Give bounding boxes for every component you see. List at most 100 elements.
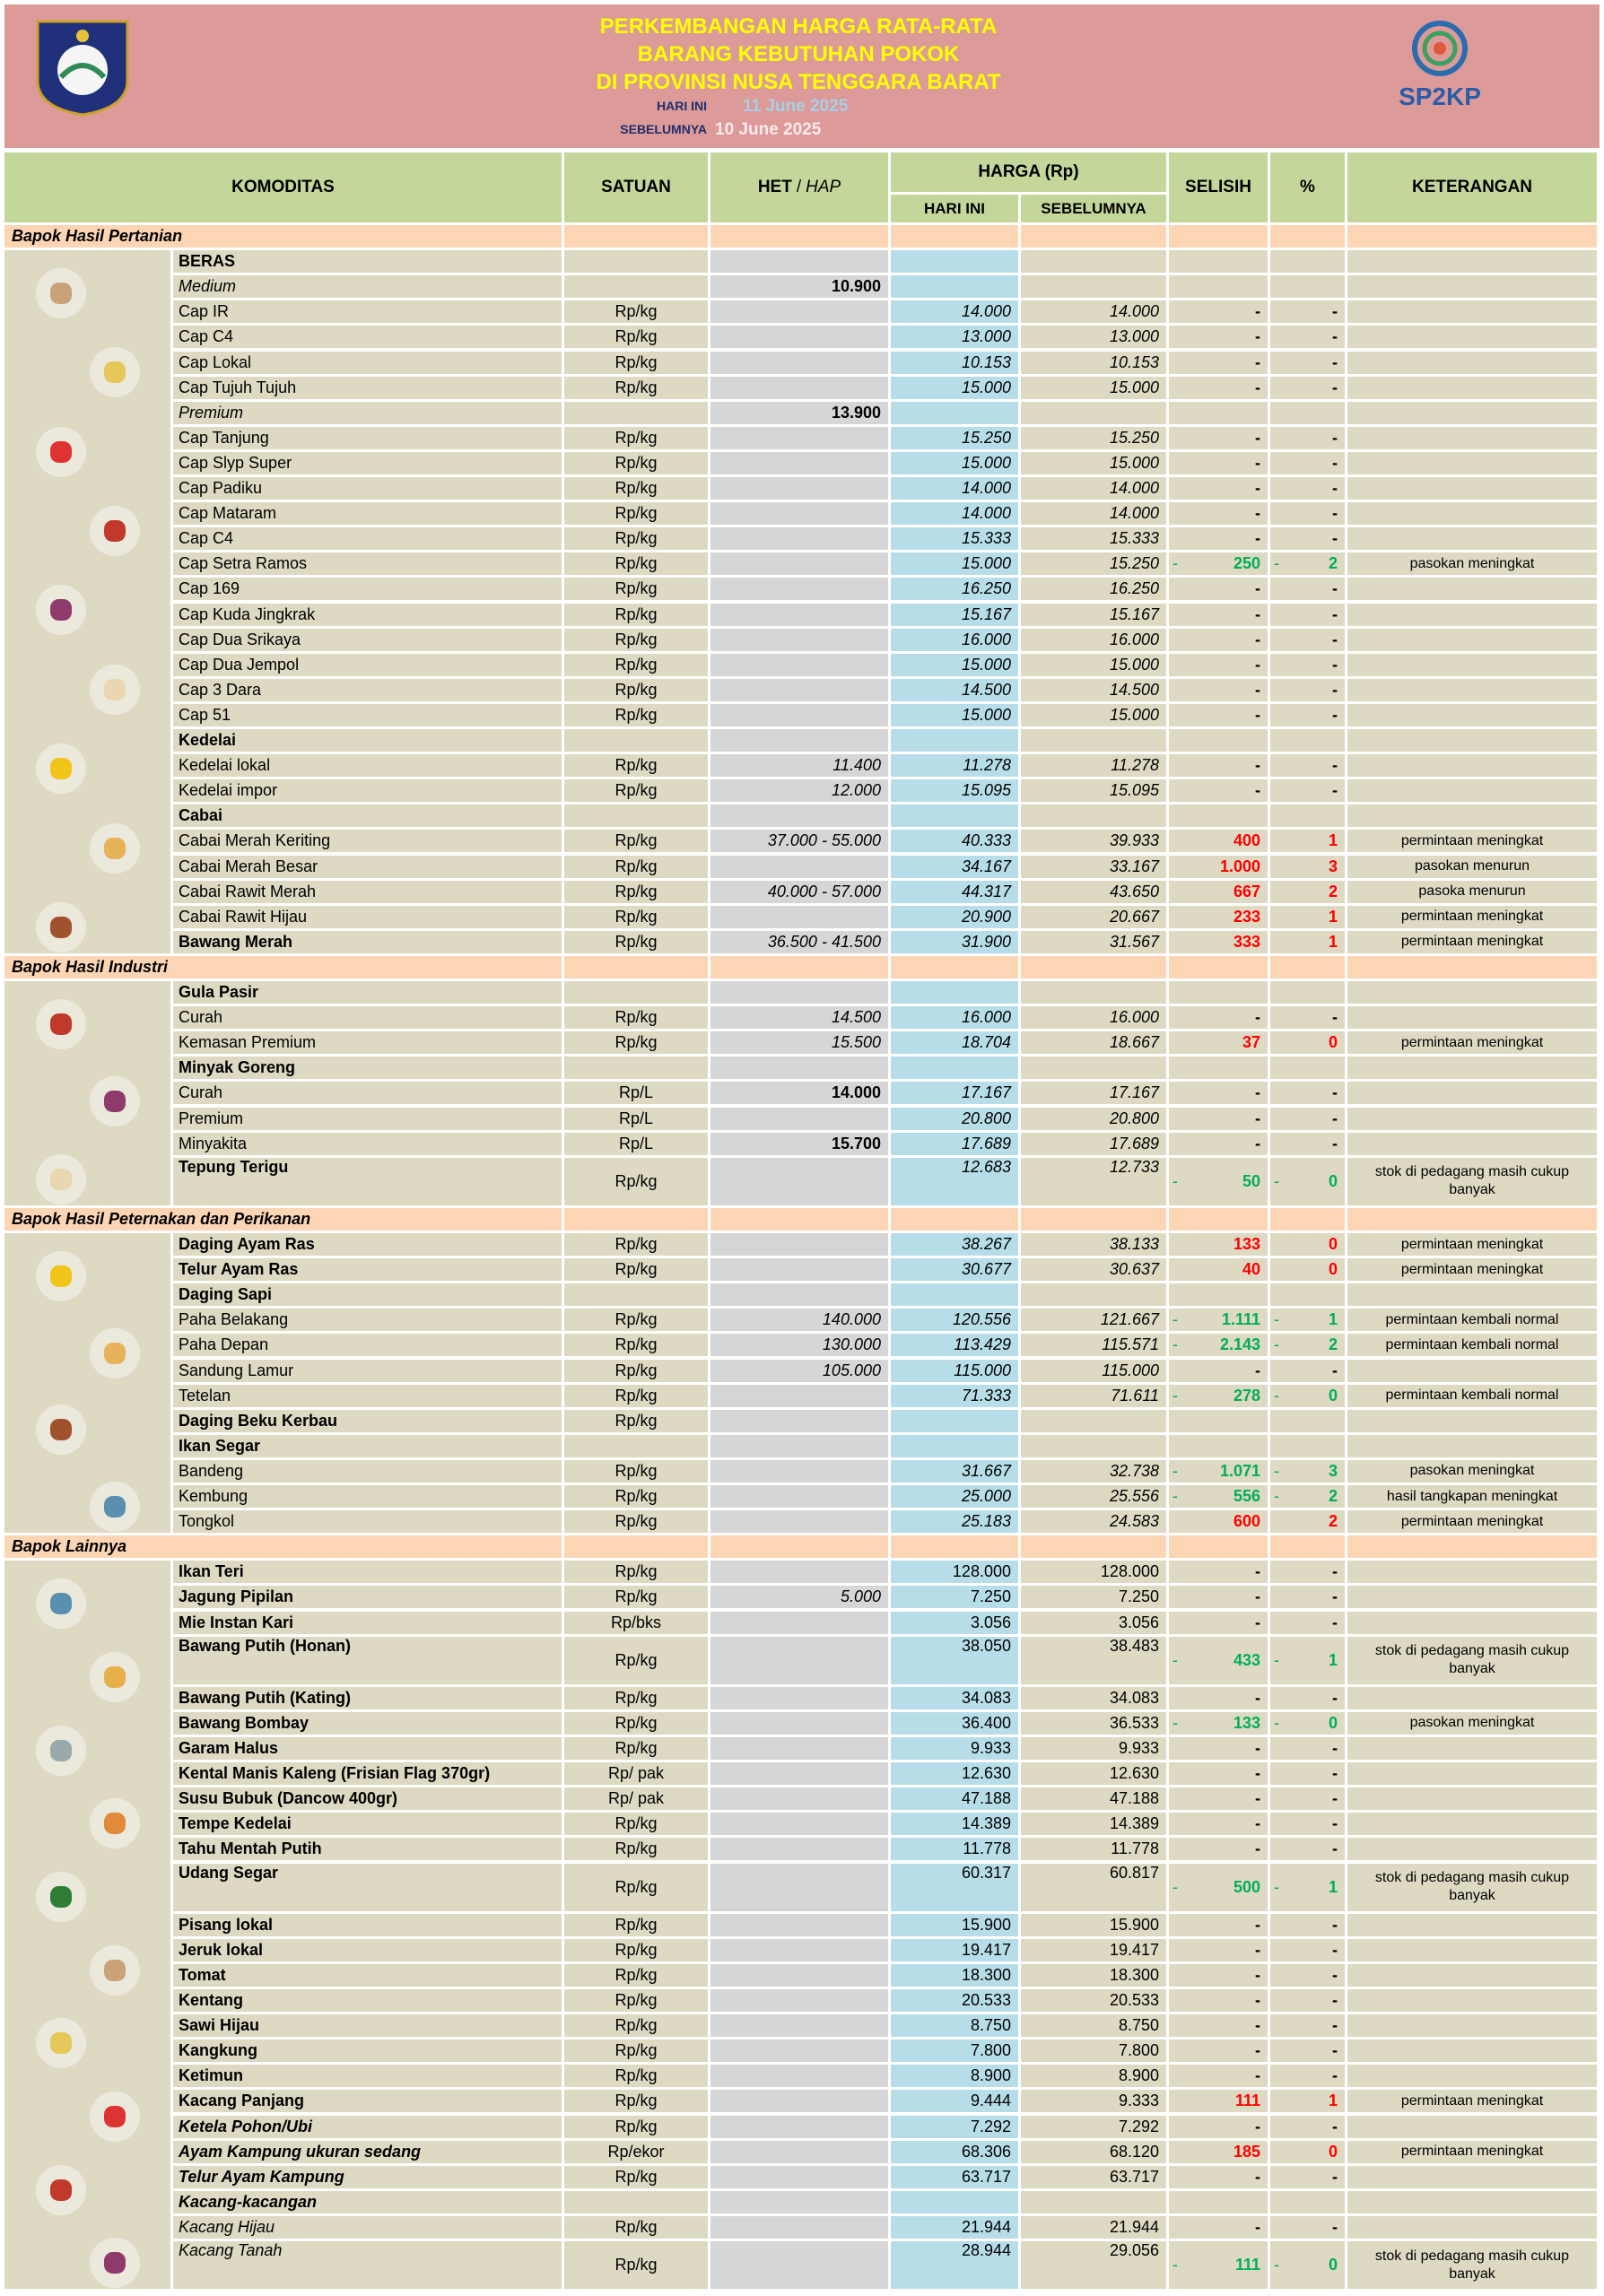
het-cell (710, 1510, 888, 1534)
commodity-name: Premium (179, 1109, 244, 1127)
sp2kp-logo-text: SP2KP (1399, 83, 1481, 110)
commodity-name: Udang Segar (179, 1863, 279, 1882)
unit-text: Rp/kg (615, 1839, 658, 1858)
commodity-icon (90, 2238, 140, 2289)
prev-cell: 17.689 (1021, 1132, 1166, 1155)
unit-text: Rp/kg (615, 1991, 658, 2010)
pct-cell: - (1270, 326, 1345, 349)
pct-cell: - (1270, 1938, 1345, 1961)
diff-cell: - (1169, 477, 1268, 500)
diff-value: - (1255, 504, 1260, 523)
het-cell (710, 1459, 888, 1483)
unit-cell: Rp/kg (564, 300, 708, 324)
unit-cell: Rp/kg (564, 351, 708, 374)
commodity-name: Cap Lokal (179, 352, 252, 371)
pct-value: - (1332, 1361, 1338, 1379)
section-cell (710, 955, 888, 978)
today-cell: 15.000 (891, 653, 1018, 676)
note-text: permintaan meningkat (1400, 832, 1544, 848)
pct-cell: - (1270, 603, 1345, 626)
note-cell (1347, 1586, 1597, 1609)
name-cell: Medium (173, 275, 562, 299)
unit-cell: Rp/kg (564, 2039, 708, 2063)
icon-shape (50, 1168, 72, 1190)
unit-text: Rp/ pak (607, 1789, 665, 1808)
pct-value: - (1332, 1940, 1338, 1959)
note-cell (1347, 703, 1597, 726)
section-cell (1347, 1207, 1597, 1231)
name-cell: Kacang Panjang (173, 2090, 562, 2113)
unit-cell: Rp/ekor (564, 2140, 708, 2163)
note-cell (1347, 2165, 1597, 2188)
het-cell (710, 1561, 888, 1584)
diff-cell: - 133 (1169, 1711, 1268, 1735)
column-header: SELISIH (1169, 152, 1268, 222)
unit-text: Rp/kg (615, 1411, 658, 1430)
note-cell (1347, 981, 1597, 1004)
unit-cell: Rp/kg (564, 552, 708, 576)
commodity-name: Sawi Hijau (179, 2016, 260, 2035)
name-cell: Cap Dua Srikaya (173, 628, 562, 651)
commodity-name: Ketela Pohon/Ubi (179, 2117, 313, 2135)
diff-cell: - (1169, 628, 1268, 651)
today-cell: 25.183 (891, 1510, 1018, 1534)
today-cell: 7.800 (891, 2039, 1018, 2063)
unit-text: Rp/kg (615, 1650, 658, 1669)
pct-sign: - (1274, 1171, 1279, 1190)
het-cell: 40.000 - 57.000 (710, 880, 888, 903)
unit-text: Rp/kg (615, 579, 658, 598)
pct-cell: - (1270, 2039, 1345, 2063)
today-cell: 15.333 (891, 527, 1018, 551)
unit-cell: Rp/kg (564, 376, 708, 399)
name-cell: Kemasan Premium (173, 1031, 562, 1055)
diff-cell (1169, 401, 1268, 424)
note-cell (1347, 326, 1597, 349)
today-price: 20.533 (961, 1991, 1011, 2010)
today-cell: 14.500 (891, 678, 1018, 701)
today-price: 16.000 (961, 1008, 1011, 1027)
previous-price: 14.500 (1109, 680, 1159, 699)
previous-price: 14.000 (1109, 504, 1159, 523)
diff-value: 1.000 (1219, 857, 1260, 875)
note-text: permintaan kembali normal (1385, 1311, 1559, 1327)
diff-value: 133 (1233, 1235, 1260, 1254)
icon-shape (50, 916, 72, 938)
unit-cell (564, 1057, 708, 1080)
previous-price: 10.153 (1109, 352, 1159, 371)
name-cell: Daging Sapi (173, 1283, 562, 1307)
het-cell (710, 653, 888, 676)
prev-cell: 8.750 (1021, 2014, 1166, 2038)
note-cell: permintaan meningkat (1347, 2140, 1597, 2163)
diff-sign: - (1172, 2256, 1178, 2274)
prev-cell: 14.000 (1021, 477, 1166, 500)
unit-cell: Rp/kg (564, 1686, 708, 1709)
unit-cell: Rp/kg (564, 1006, 708, 1030)
unit-text: Rp/kg (615, 705, 658, 724)
name-cell: Mie Instan Kari (173, 1611, 562, 1634)
previous-price: 12.630 (1109, 1764, 1159, 1783)
pct-cell: 1 (1270, 2090, 1345, 2113)
today-price: 11.278 (963, 756, 1011, 775)
diff-sign: - (1172, 1310, 1178, 1329)
today-price: 115.000 (954, 1361, 1011, 1379)
note-text: stok di pedagang masih cukup banyak (1374, 1643, 1570, 1677)
het-cell (710, 628, 888, 651)
pct-value: - (1332, 655, 1338, 674)
today-price: 14.500 (961, 680, 1011, 699)
pct-sign: - (1274, 1461, 1279, 1480)
previous-price: 29.056 (1109, 2241, 1159, 2259)
previous-price: 11.778 (1111, 1839, 1159, 1858)
het-cell (710, 1384, 888, 1407)
previous-price: 39.933 (1109, 831, 1159, 850)
today-price: 71.333 (961, 1386, 1011, 1405)
note-cell (1347, 729, 1597, 752)
note-cell (1347, 678, 1597, 701)
unit-text: Rp/kg (615, 352, 658, 371)
commodity-name: Tempe Kedelai (179, 1814, 292, 1833)
pct-cell: - (1270, 1359, 1345, 1382)
het-cell (710, 1283, 888, 1307)
today-cell: 8.750 (891, 2014, 1018, 2038)
today-price: 11.778 (963, 1839, 1011, 1858)
het-cell: 13.900 (710, 401, 888, 424)
pct-value: - (1332, 1613, 1338, 1631)
